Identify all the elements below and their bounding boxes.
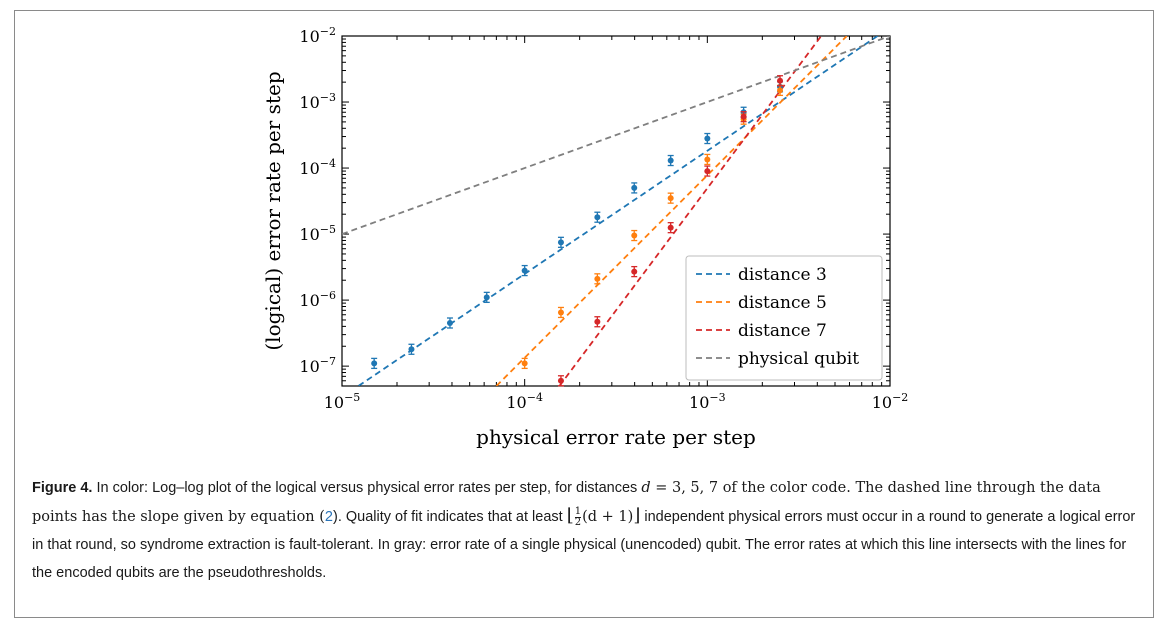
y-tick-label: 10−6	[299, 289, 336, 310]
legend: distance 3 distance 5 distance 7 physical q…	[685, 255, 883, 381]
y-tick-label: 10−2	[299, 25, 336, 46]
x-tick-label: 10−3	[689, 391, 726, 412]
legend-entry: distance 7	[696, 321, 827, 341]
marker	[777, 77, 784, 84]
data-point	[667, 154, 674, 167]
marker	[371, 360, 378, 367]
marker	[557, 239, 564, 246]
x-tick-label: 10−2	[872, 391, 909, 412]
data-point	[446, 317, 453, 329]
x-tick-label: 10−4	[506, 391, 543, 412]
y-tick-label: 10−4	[299, 157, 336, 178]
floor-left-bracket: ⌊	[566, 505, 574, 526]
legend-label: distance 3	[738, 265, 827, 285]
data-point	[631, 229, 638, 242]
marker	[704, 135, 711, 142]
data-point	[594, 316, 601, 328]
marker	[704, 156, 711, 163]
data-points	[371, 75, 784, 387]
data-point	[557, 236, 564, 248]
y-axis-label: (logical) error rate per step	[261, 71, 285, 350]
y-tick-label: 10−5	[299, 223, 336, 244]
marker	[557, 377, 564, 384]
data-point	[594, 211, 601, 223]
fit-line-distance-5	[495, 36, 848, 386]
marker	[408, 346, 415, 353]
figure-label: Figure 4.	[32, 480, 93, 496]
data-point	[371, 357, 378, 370]
data-point	[557, 375, 564, 387]
caption-text-2: = 3, 5, 7 of the color code. The dashed …	[32, 480, 1101, 525]
data-point	[483, 291, 490, 304]
marker	[521, 360, 528, 367]
marker	[594, 275, 601, 282]
marker	[521, 267, 528, 274]
caption-var-d: d	[641, 480, 651, 496]
legend-label: distance 7	[738, 321, 827, 341]
data-point	[631, 265, 638, 278]
marker	[631, 268, 638, 275]
fit-line-physical-qubit	[342, 36, 890, 235]
marker	[740, 113, 747, 120]
floor-expression: (d + 1)	[582, 509, 634, 525]
data-point	[408, 343, 415, 355]
caption-text-1: In color: Log–log plot of the logical ve…	[92, 480, 642, 496]
marker	[667, 157, 674, 164]
data-point	[667, 222, 674, 234]
floor-right-bracket: ⌋	[633, 505, 641, 526]
figure-frame	[14, 10, 1154, 618]
axis-ticks: 10−5 10−4 10−3 10−2 10−7 10−6 10−5 10−4 10−3 10−2	[299, 25, 908, 412]
fraction-numerator: 1	[574, 505, 582, 518]
y-tick-label: 10−7	[299, 355, 336, 376]
marker	[594, 214, 601, 221]
data-point	[667, 192, 674, 204]
marker	[631, 184, 638, 191]
log-log-plot: 10−5 10−4 10−3 10−2 10−7 10−6 10−5 10−4 10−3 10−2…	[261, 25, 908, 449]
data-point	[704, 153, 711, 166]
data-point	[521, 357, 528, 370]
marker	[483, 294, 490, 301]
marker	[667, 224, 674, 231]
data-point	[704, 165, 711, 177]
data-point	[557, 306, 564, 319]
fit-line-distance-7	[558, 36, 822, 386]
x-axis-label: physical error rate per step	[476, 425, 756, 449]
fraction-denominator: 2	[574, 516, 582, 528]
legend-entry: physical qubit	[696, 349, 859, 369]
caption-text-4: independent physical errors must occur i…	[32, 509, 1136, 581]
legend-entry: distance 5	[696, 293, 827, 313]
marker	[446, 319, 453, 326]
legend-label: distance 5	[738, 293, 827, 313]
equation-reference-link[interactable]: 2	[324, 509, 333, 525]
y-tick-label: 10−3	[299, 91, 336, 112]
data-point	[740, 111, 747, 123]
data-point	[704, 132, 711, 145]
x-tick-label: 10−5	[324, 391, 361, 412]
fit-line-distance-3	[356, 36, 880, 386]
legend-label: physical qubit	[738, 349, 859, 369]
marker	[594, 318, 601, 325]
legend-entry: distance 3	[696, 265, 827, 285]
data-point	[631, 182, 638, 194]
figure-caption: Figure 4. In color: Log–log plot of the …	[32, 474, 1140, 587]
data-point	[594, 273, 601, 285]
marker	[704, 168, 711, 175]
fit-lines	[342, 36, 890, 386]
marker	[667, 195, 674, 202]
marker	[777, 87, 784, 94]
marker	[631, 232, 638, 239]
data-point	[777, 75, 784, 87]
plot-area	[341, 35, 891, 387]
data-point	[521, 264, 528, 277]
marker	[557, 309, 564, 316]
caption-text-3: ). Quality of fit indicates that at leas…	[332, 509, 567, 525]
